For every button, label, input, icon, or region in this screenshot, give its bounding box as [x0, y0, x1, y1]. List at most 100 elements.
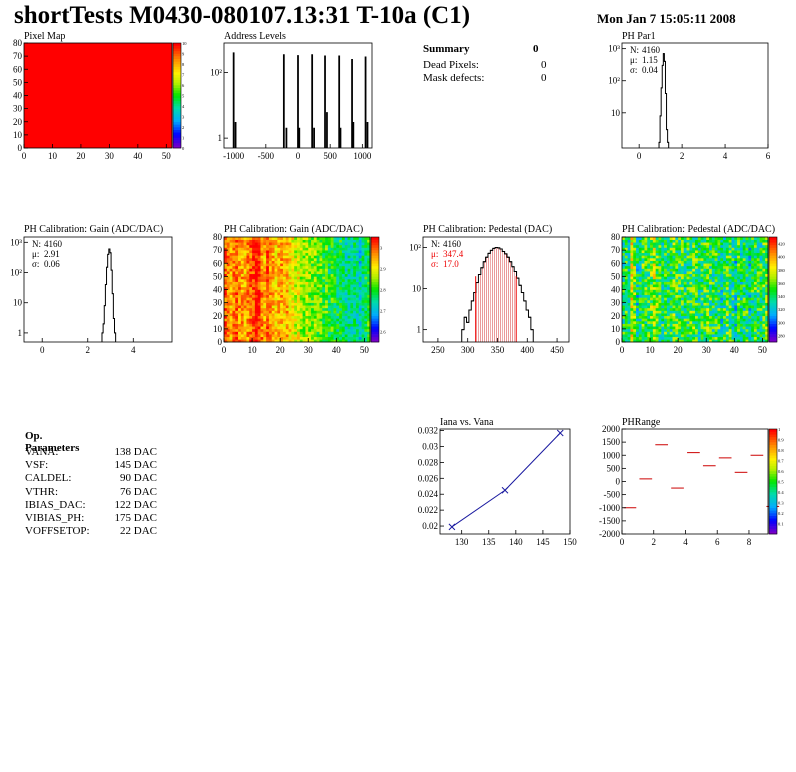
- colorbar-cell: [173, 132, 181, 136]
- heatmap-cell: [683, 336, 687, 340]
- colorbar-cell: [769, 315, 777, 319]
- heatmap-cell: [658, 318, 662, 322]
- heatmap-cell: [669, 292, 673, 296]
- heatmap-cell: [641, 250, 645, 254]
- colorbar-cell: [173, 48, 181, 52]
- colorbar-cell: [371, 273, 379, 277]
- heatmap-cell: [683, 263, 687, 267]
- heatmap-cell: [282, 305, 287, 309]
- heatmap-cell: [720, 239, 724, 243]
- heatmap-cell: [254, 239, 258, 243]
- param-label: IBIAS_DAC:: [25, 499, 86, 511]
- heatmap-cell: [252, 297, 256, 301]
- heatmap-cell: [697, 247, 701, 251]
- heatmap-cell: [683, 279, 687, 282]
- heatmap-cell: [655, 260, 659, 264]
- colorbar-cell: [769, 436, 777, 440]
- heatmap-cell: [311, 331, 315, 335]
- heatmap-cell: [756, 237, 760, 240]
- heatmap-cell: [353, 302, 357, 306]
- heatmap-cell: [734, 250, 738, 254]
- heatmap-cell: [353, 271, 357, 275]
- heatmap-cell: [751, 276, 755, 280]
- heatmap-cell: [737, 284, 741, 288]
- heatmap-cell: [762, 242, 766, 246]
- heatmap-cell: [271, 258, 275, 261]
- heatmap-cell: [695, 297, 699, 301]
- heatmap-cell: [717, 315, 721, 319]
- heatmap-cell: [678, 321, 682, 324]
- heatmap-cell: [661, 336, 665, 340]
- heatmap-cell: [235, 313, 239, 317]
- heatmap-cell: [353, 279, 357, 282]
- heatmap-cell: [229, 284, 233, 288]
- heatmap-cell: [355, 255, 360, 259]
- heatmap-cell: [260, 239, 264, 243]
- heatmap-cell: [297, 252, 301, 256]
- heatmap-cell: [700, 239, 704, 243]
- heatmap-cell: [367, 331, 371, 335]
- x-tick-label: 30: [304, 345, 314, 355]
- heatmap-cell: [644, 339, 648, 343]
- x-tick-label: 2: [680, 151, 685, 161]
- colorbar-cell: [769, 463, 777, 467]
- heatmap-cell: [737, 276, 741, 280]
- heatmap-cell: [695, 271, 699, 275]
- heatmap-cell: [636, 265, 640, 269]
- heatmap-cell: [367, 326, 371, 330]
- heatmap-cell: [240, 300, 244, 303]
- heatmap-cell: [714, 334, 718, 338]
- heatmap-cell: [308, 305, 312, 309]
- heatmap-cell: [288, 307, 292, 311]
- heatmap-cell: [751, 315, 755, 319]
- heatmap-cell: [725, 326, 729, 330]
- heatmap-cell: [238, 313, 242, 317]
- heatmap-cell: [224, 334, 228, 338]
- heatmap-cell: [692, 244, 696, 248]
- heatmap-cell: [759, 292, 763, 296]
- heatmap-cell: [299, 326, 303, 330]
- heatmap-cell: [277, 339, 281, 343]
- heatmap-cell: [302, 273, 306, 277]
- heatmap-cell: [675, 239, 679, 243]
- heatmap-cell: [313, 265, 317, 269]
- heatmap-cell: [765, 268, 769, 272]
- colorbar-cell: [769, 255, 777, 259]
- heatmap-cell: [308, 242, 312, 246]
- heatmap-cell: [297, 328, 301, 332]
- heatmap-cell: [316, 331, 320, 335]
- heatmap-cell: [725, 242, 729, 246]
- heatmap-cell: [246, 284, 250, 288]
- heatmap-cell: [647, 250, 651, 254]
- heatmap-cell: [644, 331, 648, 335]
- heatmap-cell: [361, 307, 365, 311]
- colorbar-cell: [769, 523, 777, 527]
- heatmap-cell: [652, 268, 656, 272]
- heatmap-cell: [709, 239, 713, 243]
- heatmap-cell: [672, 260, 676, 264]
- heatmap-cell: [669, 263, 673, 267]
- hist-bar-band: [478, 274, 481, 342]
- heatmap-cell: [322, 281, 326, 285]
- heatmap-cell: [697, 305, 701, 309]
- heatmap-cell: [224, 260, 228, 264]
- heatmap-cell: [271, 310, 275, 314]
- heatmap-cell: [316, 271, 320, 275]
- heatmap-cell: [355, 247, 360, 251]
- colorbar-cell: [769, 429, 777, 432]
- heatmap-cell: [282, 247, 287, 251]
- heatmap-cell: [361, 326, 365, 330]
- heatmap-cell: [678, 328, 682, 332]
- heatmap-cell: [627, 336, 631, 340]
- y-tick-label: 0.032: [418, 426, 438, 436]
- heatmap-cell: [745, 297, 749, 301]
- heatmap-cell: [756, 307, 760, 311]
- heatmap-cell: [759, 315, 763, 319]
- heatmap-cell: [627, 284, 631, 288]
- heatmap-cell: [280, 279, 284, 282]
- heatmap-cell: [344, 273, 348, 277]
- address-peak: [338, 55, 341, 148]
- heatmap-cell: [709, 252, 713, 256]
- heatmap-cell: [697, 244, 701, 248]
- heatmap-cell: [297, 250, 301, 254]
